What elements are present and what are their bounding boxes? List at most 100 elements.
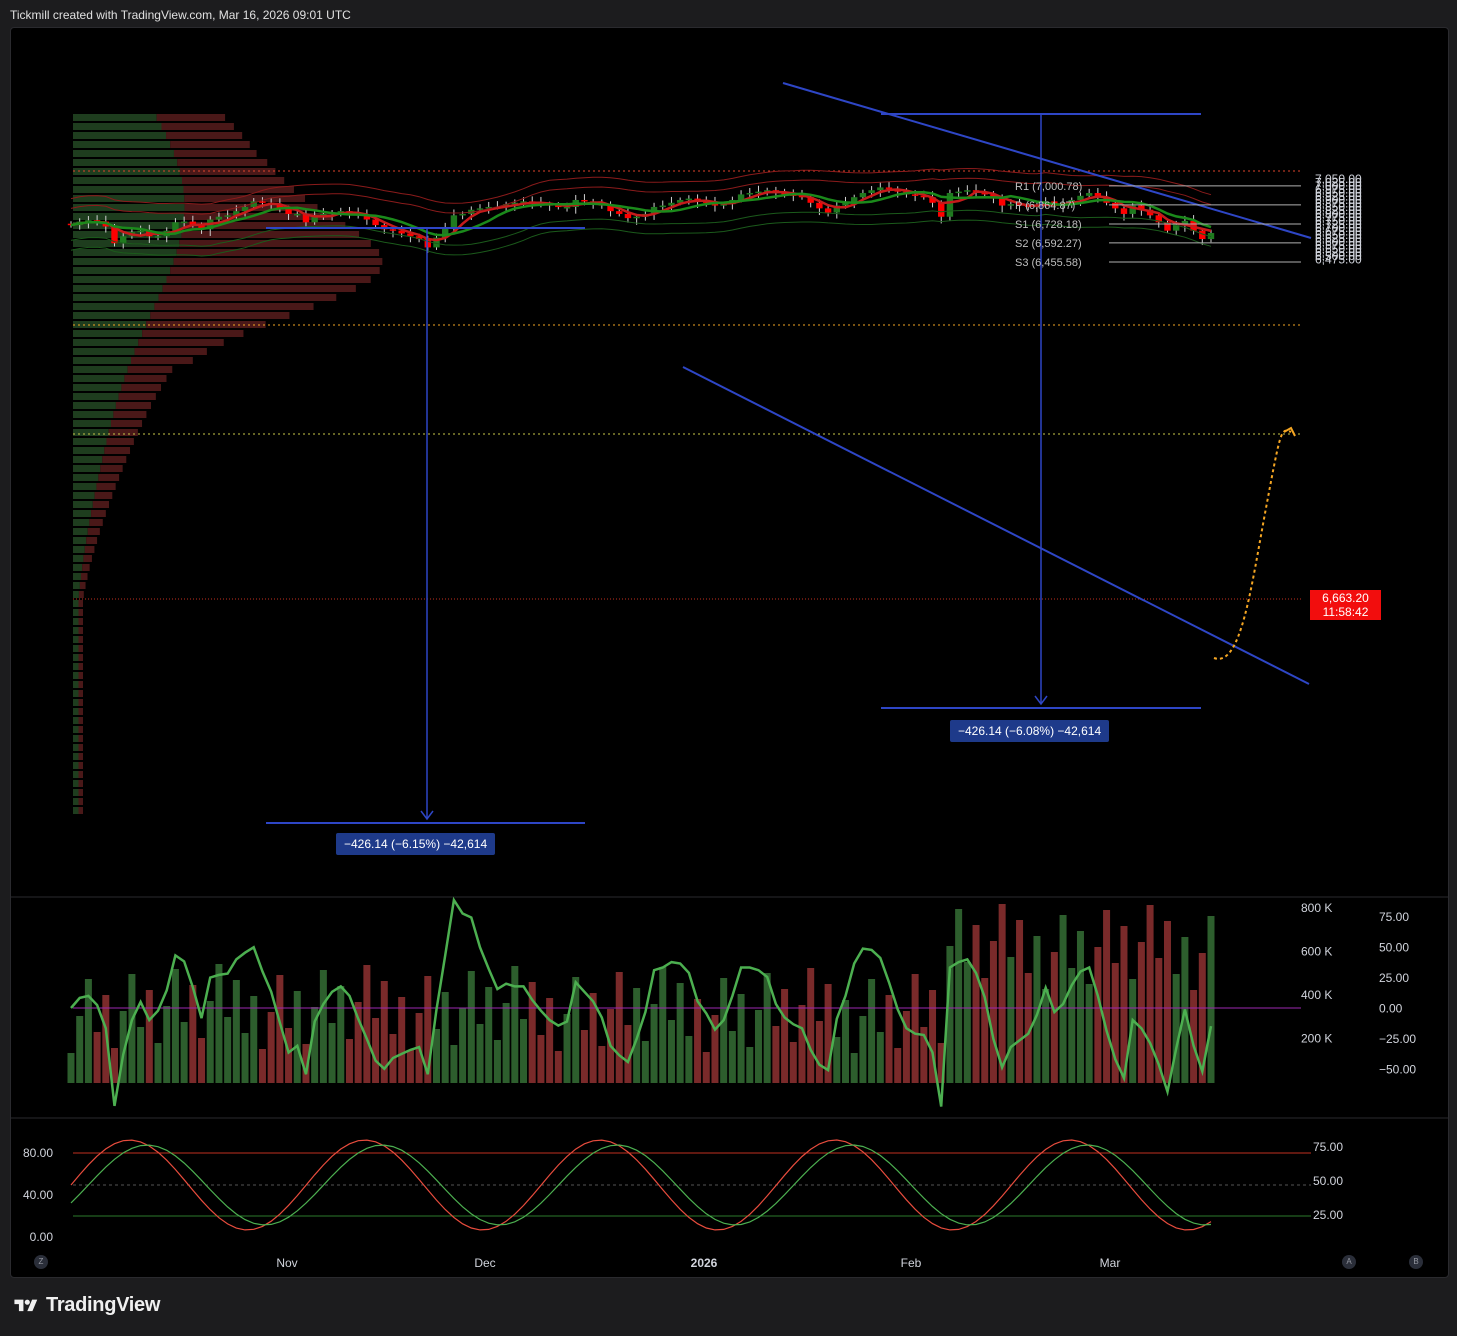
volume-bar bbox=[1207, 916, 1215, 1083]
pivot-level-label-2: S1 (6,728.18) bbox=[1015, 219, 1082, 231]
volume-bar bbox=[171, 969, 179, 1083]
tradingview-logo-icon bbox=[14, 1299, 38, 1311]
auto-scale-button[interactable]: A bbox=[1342, 1255, 1356, 1269]
volume-bar bbox=[1094, 947, 1102, 1083]
volume-bar bbox=[206, 1001, 214, 1083]
volume-profile-bar-down bbox=[158, 294, 337, 301]
volume-profile-bar-up bbox=[73, 798, 79, 805]
time-axis-label-3: Feb bbox=[901, 1256, 922, 1270]
candle-up bbox=[250, 201, 257, 207]
price-axis-tick-9: 6,825.00 bbox=[1315, 203, 1362, 217]
price-axis-tick-13: 6,725.00 bbox=[1315, 217, 1362, 231]
pivot-level-label-3: S2 (6,592.27) bbox=[1015, 238, 1082, 250]
candle-up bbox=[241, 206, 249, 212]
candle-down bbox=[885, 187, 893, 189]
volume-bar bbox=[876, 1032, 884, 1083]
candle-up bbox=[1207, 233, 1215, 240]
candle-down bbox=[285, 208, 292, 214]
candle-up bbox=[294, 213, 301, 216]
volume-bar bbox=[476, 1024, 484, 1083]
volume-bar bbox=[781, 989, 789, 1083]
pivot-level-label-0: R1 (7,000.78) bbox=[1015, 181, 1082, 193]
volume-bar bbox=[380, 981, 388, 1083]
volume-profile-bar-up bbox=[73, 609, 79, 616]
band-lower-1 bbox=[70, 209, 1212, 247]
volume-profile-bar-down bbox=[166, 276, 371, 283]
volume-profile-bar-down bbox=[104, 447, 131, 454]
volume-profile-bar-down bbox=[179, 240, 371, 247]
candle-up bbox=[720, 204, 727, 206]
volume-bar bbox=[1172, 974, 1180, 1083]
volume-profile-bar-up bbox=[73, 465, 101, 472]
candle-down bbox=[581, 199, 588, 202]
volume-bar bbox=[180, 1022, 188, 1083]
measure-arrow-icon bbox=[1034, 695, 1048, 706]
volume-bar bbox=[694, 999, 702, 1083]
volume-profile-bar-down bbox=[138, 339, 224, 346]
volume-profile-bar-down bbox=[78, 591, 84, 598]
stoch-left-tick-2: 0.00 bbox=[30, 1230, 54, 1244]
volume-bar bbox=[763, 973, 771, 1083]
volume-profile-bar-down bbox=[150, 312, 290, 319]
volume-bar bbox=[1085, 984, 1093, 1083]
volume-profile-bar-up bbox=[73, 276, 167, 283]
volume-bar bbox=[641, 1041, 649, 1083]
volume-profile-bar-up bbox=[73, 591, 79, 598]
volume-profile-bar-down bbox=[146, 321, 266, 328]
volume-bar bbox=[1059, 915, 1067, 1083]
volume-profile-bar-up bbox=[73, 654, 79, 661]
chart-frame[interactable]: R1 (7,000.78) P (6,864.87) S1 (6,728.18) S2… bbox=[10, 27, 1449, 1278]
volume-axis-tick-3: 200 K bbox=[1301, 1032, 1332, 1046]
volume-profile-bar-down bbox=[184, 213, 332, 220]
volume-bar bbox=[1129, 979, 1137, 1083]
candle-up bbox=[450, 215, 458, 228]
chart-canvas[interactable]: R1 (7,000.78) P (6,864.87) S1 (6,728.18) S2… bbox=[11, 28, 1448, 1277]
volume-bar bbox=[702, 1052, 710, 1083]
volume-bar bbox=[902, 1011, 910, 1083]
candle-up bbox=[1129, 205, 1136, 214]
volume-bar bbox=[215, 964, 223, 1083]
candle-up bbox=[676, 199, 684, 203]
volume-profile-bar-down bbox=[121, 384, 162, 391]
candle-up bbox=[1181, 220, 1189, 226]
candle-up bbox=[763, 190, 771, 192]
volume-profile-bar-up bbox=[73, 141, 171, 148]
candle-up bbox=[320, 213, 327, 216]
volume-profile-bar-down bbox=[96, 483, 116, 490]
volume-profile-bar-up bbox=[73, 375, 125, 382]
volume-bar bbox=[1016, 920, 1024, 1083]
volume-profile-bar-up bbox=[73, 222, 184, 229]
volume-profile-bar-up bbox=[73, 483, 97, 490]
candle-down bbox=[911, 194, 919, 196]
volume-bar bbox=[154, 1043, 162, 1083]
volume-profile-bar-down bbox=[78, 744, 83, 751]
timezone-button[interactable]: Z bbox=[34, 1255, 48, 1269]
projection-path bbox=[1213, 429, 1292, 660]
volume-bar bbox=[754, 1010, 762, 1083]
scale-options-button[interactable]: B bbox=[1409, 1255, 1423, 1269]
volume-bar bbox=[1120, 926, 1128, 1083]
volume-profile-bar-down bbox=[84, 546, 95, 553]
volume-profile-bar-up bbox=[73, 366, 128, 373]
price-axis-tick-19: 6,575.00 bbox=[1315, 238, 1362, 252]
volume-profile-bar-up bbox=[73, 411, 114, 418]
volume-bar bbox=[302, 1044, 310, 1083]
volume-bar bbox=[337, 986, 345, 1083]
volume-profile-bar-up bbox=[73, 537, 87, 544]
volume-bar bbox=[163, 1006, 171, 1083]
volume-profile-bar-down bbox=[78, 672, 83, 679]
volume-profile-bar-down bbox=[78, 789, 83, 796]
price-axis-tick-7: 6,875.00 bbox=[1315, 196, 1362, 210]
time-axis-label-0: Nov bbox=[276, 1256, 297, 1270]
volume-profile-bar-up bbox=[73, 312, 151, 319]
volume-bar bbox=[728, 1031, 736, 1083]
volume-bar bbox=[807, 968, 815, 1083]
volume-profile-bar-up bbox=[73, 447, 105, 454]
volume-bar bbox=[685, 1036, 693, 1083]
candle-down bbox=[703, 201, 710, 203]
volume-profile-bar-up bbox=[73, 510, 92, 517]
channel-upper-line bbox=[782, 82, 1312, 239]
volume-bar bbox=[911, 974, 919, 1083]
price-axis-tick-22: 6,500.00 bbox=[1315, 249, 1362, 263]
volume-profile-bar-down bbox=[89, 519, 103, 526]
